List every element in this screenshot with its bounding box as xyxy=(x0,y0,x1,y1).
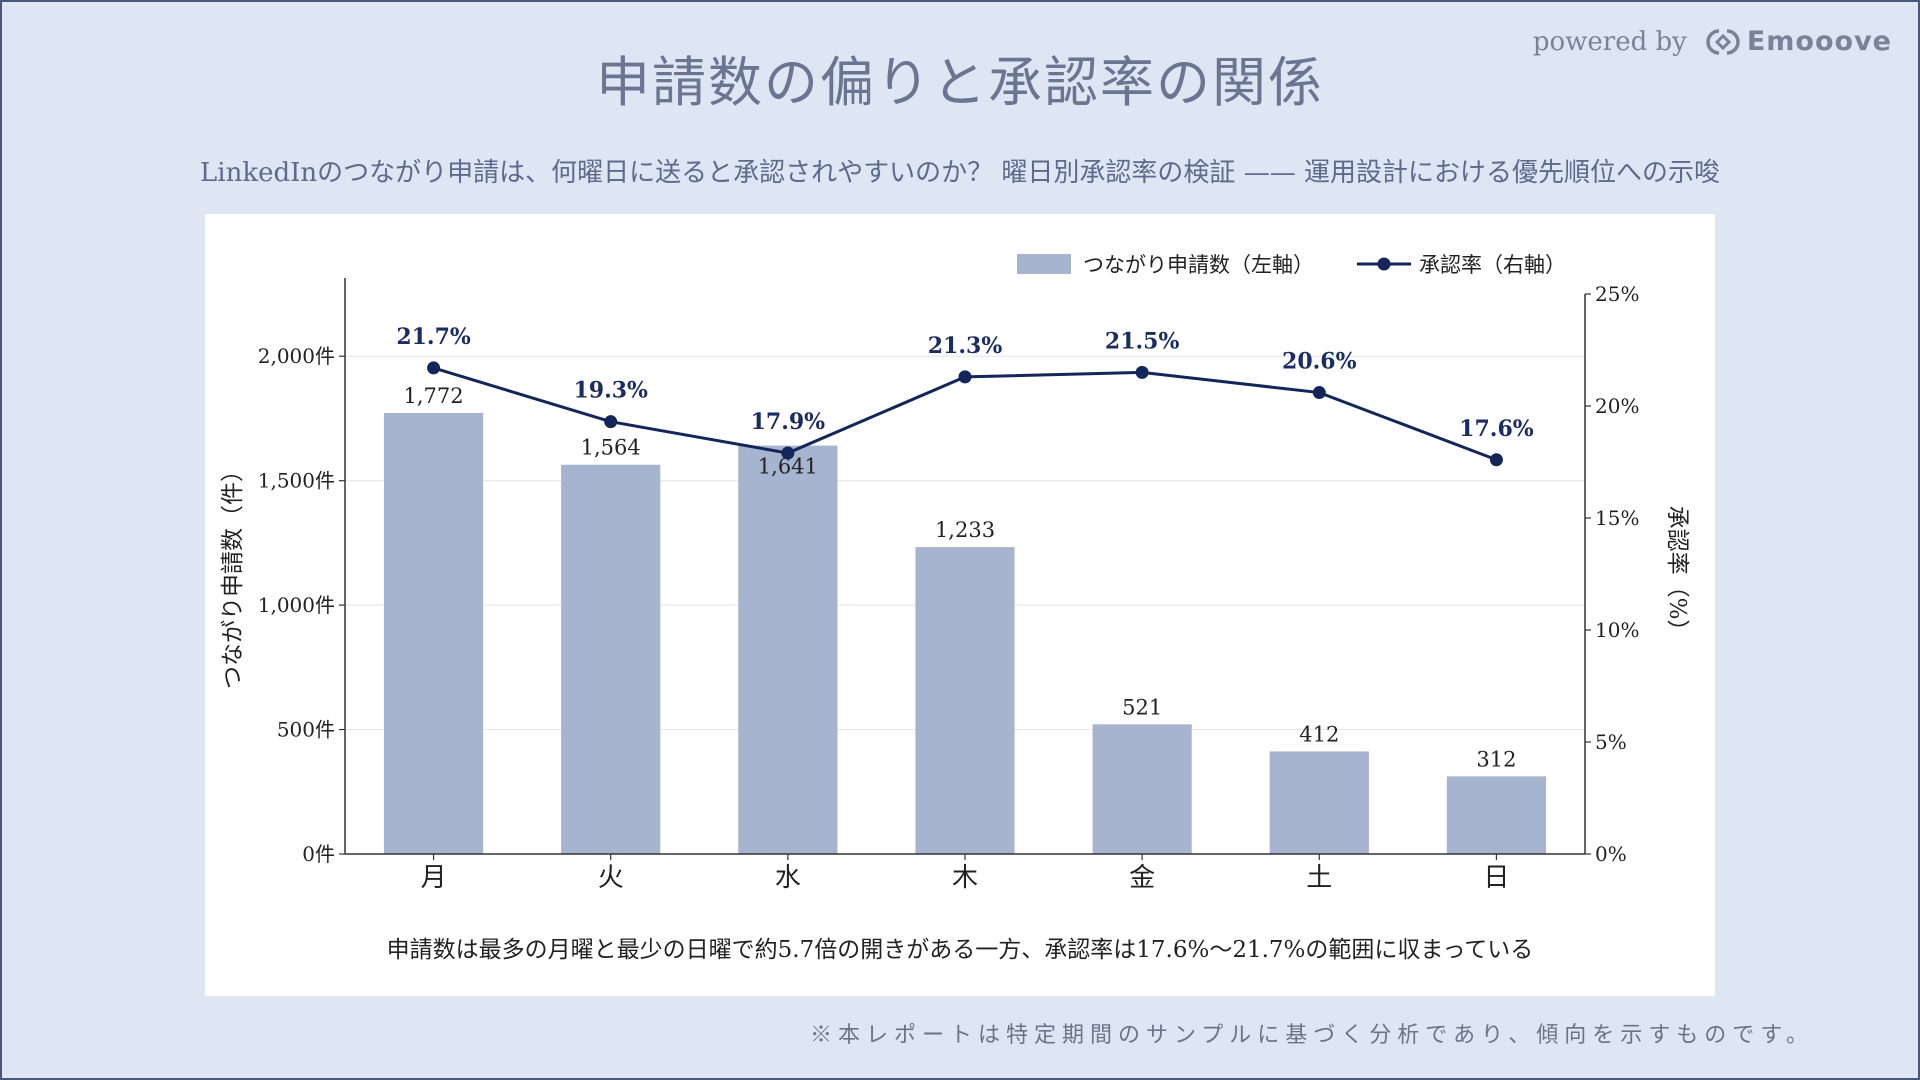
y-right-tick-label: 20% xyxy=(1595,394,1639,418)
chart-caption: 申請数は最多の月曜と最少の日曜で約5.7倍の開きがある一方、承認率は17.6%〜… xyxy=(386,937,1534,963)
chart-panel: 0件 500件 1,000件 1,500件 2,000件 0% 5% 10% 15% 20% 25%… xyxy=(205,214,1715,996)
bar-土 xyxy=(1269,751,1369,854)
legend-bar-label: つながり申請数（左軸） xyxy=(1083,253,1314,277)
approval-rate-point xyxy=(1312,386,1326,400)
y-right-axis-title: 承認率（%） xyxy=(1664,506,1690,643)
combo-chart: 0件 500件 1,000件 1,500件 2,000件 0% 5% 10% 15% 20% 25%… xyxy=(220,253,1690,893)
page-title: 申請数の偏りと承認率の関係 xyxy=(596,51,1324,114)
legend-bar-swatch xyxy=(1017,254,1071,274)
approval-rate-label: 21.7% xyxy=(396,324,471,350)
y-left-axis-title: つながり申請数（件） xyxy=(220,459,246,689)
x-tick-label: 日 xyxy=(1483,863,1509,893)
bar-金 xyxy=(1092,724,1192,854)
brand-logo-icon xyxy=(1706,28,1740,55)
y-right-tick-label: 15% xyxy=(1595,506,1639,530)
powered-by-label: powered by xyxy=(1532,26,1687,57)
bar-value-label: 1,564 xyxy=(581,436,641,460)
y-left-tick-label: 2,000件 xyxy=(258,344,335,368)
bar-火 xyxy=(561,464,661,854)
approval-rate-point xyxy=(1135,365,1149,379)
y-left-tick-label: 1,500件 xyxy=(258,469,335,493)
approval-rate-point xyxy=(427,361,441,375)
brand-name: Emooove xyxy=(1746,26,1892,57)
bar-月 xyxy=(383,412,484,854)
legend-line-label: 承認率（右軸） xyxy=(1419,253,1566,277)
bar-value-label: 1,772 xyxy=(404,384,464,408)
approval-rate-label: 21.3% xyxy=(928,333,1003,359)
bar-value-label: 521 xyxy=(1122,695,1162,719)
x-tick-label: 水 xyxy=(775,863,801,893)
page-subtitle: LinkedInのつながり申請は、何曜日に送ると承認されやすいのか？ 曜日別承認… xyxy=(200,158,1720,188)
x-tick-label: 月 xyxy=(421,863,447,893)
brand-logo: Emooove xyxy=(1705,26,1892,57)
approval-rate-label: 17.6% xyxy=(1459,416,1534,442)
bar-木 xyxy=(915,547,1015,854)
x-tick-label: 土 xyxy=(1306,863,1332,893)
y-left-tick-label: 1,000件 xyxy=(258,593,335,617)
approval-rate-point xyxy=(958,370,972,384)
bar-value-label: 312 xyxy=(1476,747,1516,771)
approval-rate-label: 19.3% xyxy=(573,378,648,404)
approval-rate-point xyxy=(604,415,618,429)
footnote: ※本レポートは特定期間のサンプルに基づく分析であり、傾向を示すものです。 xyxy=(809,1023,1814,1048)
y-left-tick-label: 0件 xyxy=(302,842,335,866)
powered-by: powered by Emooove xyxy=(1533,26,1892,57)
bar-日 xyxy=(1446,776,1547,854)
x-tick-label: 火 xyxy=(598,863,624,893)
y-left-tick-label: 500件 xyxy=(277,718,335,742)
y-right-tick-label: 5% xyxy=(1595,730,1627,754)
legend-line-marker xyxy=(1377,257,1391,271)
y-right-tick-label: 0% xyxy=(1595,842,1627,866)
approval-rate-label: 21.5% xyxy=(1105,328,1180,354)
approval-rate-label: 20.6% xyxy=(1282,349,1357,375)
x-tick-label: 木 xyxy=(952,863,978,893)
approval-rate-point xyxy=(781,446,795,460)
y-right-tick-label: 25% xyxy=(1595,282,1639,306)
x-tick-label: 金 xyxy=(1129,863,1155,893)
approval-rate-label: 17.9% xyxy=(751,409,826,435)
approval-rate-point xyxy=(1489,453,1503,467)
bar-水 xyxy=(738,445,838,854)
y-right-tick-label: 10% xyxy=(1595,618,1639,642)
bar-value-label: 1,233 xyxy=(935,518,995,542)
bar-value-label: 412 xyxy=(1299,722,1339,746)
